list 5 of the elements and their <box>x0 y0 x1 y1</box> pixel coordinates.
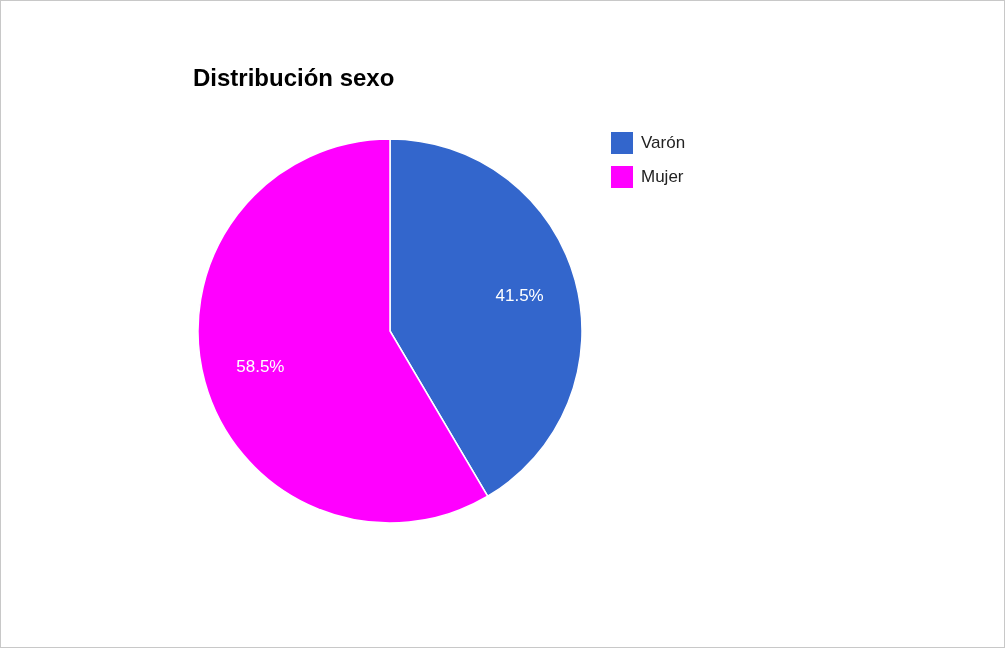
legend-label: Mujer <box>641 167 684 187</box>
chart-title: Distribución sexo <box>193 64 395 92</box>
legend-label: Varón <box>641 133 686 153</box>
data-label: 58.5% <box>236 356 285 376</box>
data-label: 41.5% <box>495 286 544 306</box>
